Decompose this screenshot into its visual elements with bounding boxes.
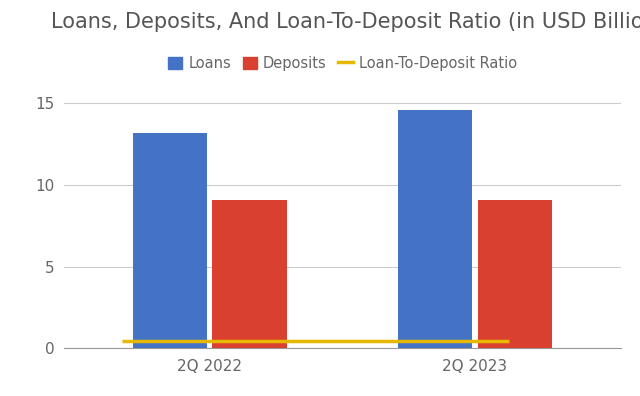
Bar	[477, 200, 552, 348]
Text: Loans, Deposits, And Loan-To-Deposit Ratio (in USD Billions): Loans, Deposits, And Loan-To-Deposit Rat…	[51, 12, 640, 32]
Bar	[398, 110, 472, 348]
Bar	[133, 133, 207, 348]
Bar	[212, 200, 287, 348]
Legend: Loans, Deposits, Loan-To-Deposit Ratio: Loans, Deposits, Loan-To-Deposit Ratio	[162, 50, 523, 77]
